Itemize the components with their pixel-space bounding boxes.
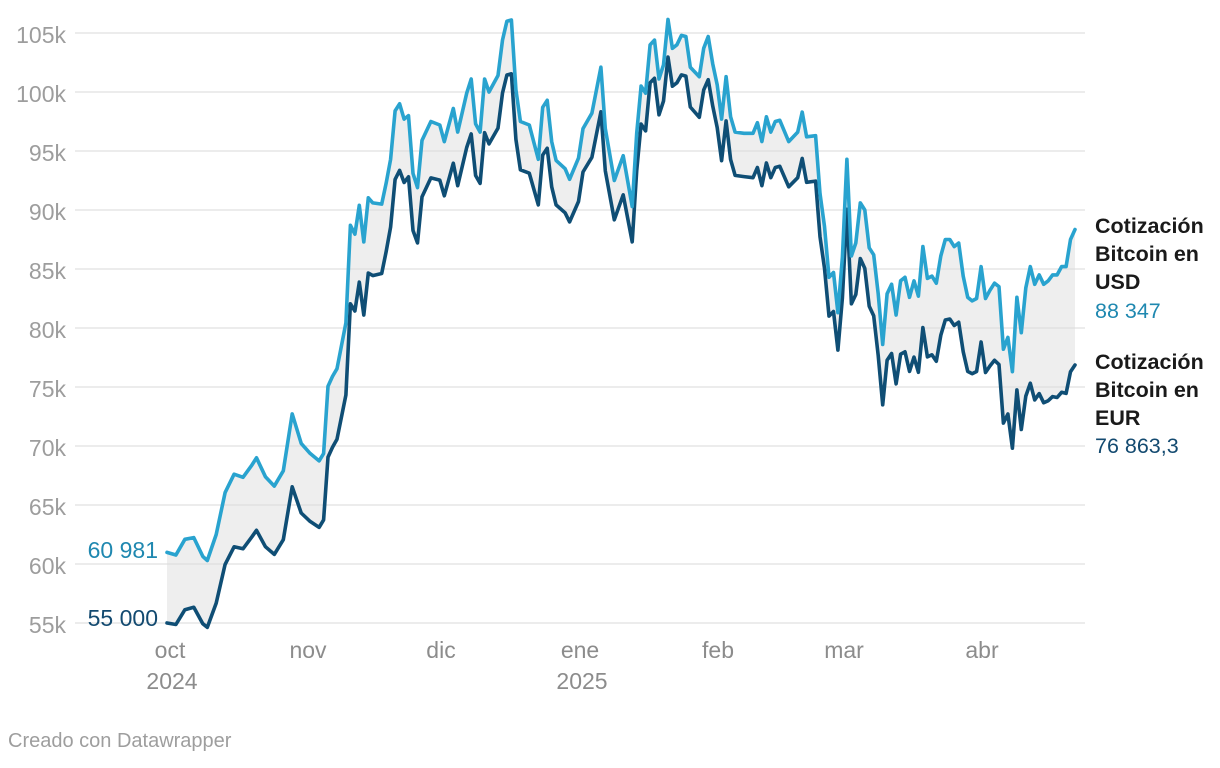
y-tick-60k: 60k [28, 553, 66, 579]
x-tick-abr: abr [965, 637, 999, 663]
y-tick-90k: 90k [28, 199, 66, 225]
x-tick-ene: ene [560, 637, 600, 663]
x-tick-feb: feb [702, 637, 734, 663]
y-tick-55k: 55k [28, 612, 66, 638]
usd-start-value-label: 60 981 [87, 537, 158, 563]
x-tick-nov: nov [289, 637, 327, 663]
usd-eur-band-fill [167, 19, 1075, 628]
y-tick-95k: 95k [28, 140, 66, 166]
x-year-2024: 2024 [146, 668, 198, 694]
x-tick-oct: oct [154, 637, 186, 663]
x-tick-mar: mar [824, 637, 864, 663]
y-tick-100k: 100k [16, 81, 66, 107]
usd-price-line [165, 17, 1077, 563]
eur-price-line [165, 55, 1077, 630]
usd-series-title: Cotización Bitcoin en USD [1095, 214, 1204, 294]
x-tick-dic: dic [426, 637, 456, 663]
eur-end-value-label: 76 863,3 [1095, 434, 1179, 458]
y-tick-70k: 70k [28, 435, 66, 461]
y-tick-75k: 75k [28, 376, 66, 402]
y-tick-105k: 105k [16, 22, 66, 48]
usd-end-value-label: 88 347 [1095, 299, 1161, 323]
y-tick-80k: 80k [28, 317, 66, 343]
y-tick-85k: 85k [28, 258, 66, 284]
datawrapper-credit-link[interactable]: Creado con Datawrapper [8, 730, 232, 752]
eur-series-title: Cotización Bitcoin en EUR [1095, 350, 1204, 430]
y-tick-65k: 65k [28, 494, 66, 520]
eur-start-value-label: 55 000 [87, 605, 158, 631]
x-year-2025: 2025 [556, 668, 608, 694]
